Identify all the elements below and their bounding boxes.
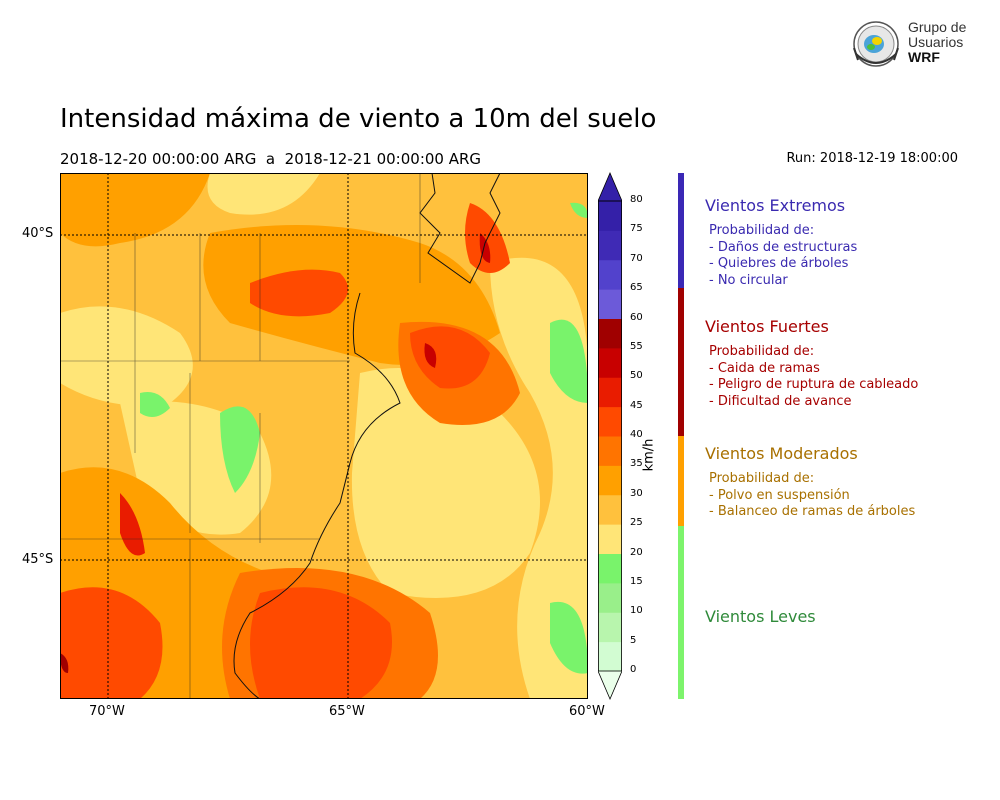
colorbar-band: [598, 524, 622, 554]
colorbar-tick-label: 80: [630, 194, 643, 205]
lat-label: 45°S: [22, 552, 54, 567]
colorbar: [598, 171, 622, 701]
colorbar-band: [598, 641, 622, 672]
logo-text: Grupo de Usuarios WRF: [908, 20, 966, 65]
red-zone: [60, 587, 163, 699]
colorbar-tick-label: 15: [630, 575, 643, 587]
red-zone: [250, 269, 348, 317]
colorbar-under-triangle: [598, 670, 622, 701]
category-description: Probabilidad de: - Caida de ramas - Peli…: [709, 344, 918, 410]
colorbar-band: [598, 201, 622, 231]
wrf-logo: [850, 18, 902, 74]
category-title: Vientos Leves: [705, 607, 816, 626]
dark-red-spot: [60, 653, 69, 673]
colorbar-band: [598, 318, 622, 349]
green-patch: [550, 319, 588, 403]
colorbar-frame: [598, 200, 622, 672]
colorbar-unit: km/h: [641, 438, 657, 472]
colorbar-tick-label: 45: [630, 399, 643, 411]
category-item: - No circular: [709, 272, 788, 288]
colorbar-band: [598, 259, 622, 290]
west-light-zone: [60, 306, 193, 406]
dark-red-spot: [424, 343, 437, 368]
category-bar-extreme: [678, 173, 684, 288]
ocean-light-zone: [351, 368, 540, 598]
logo-line-2: Usuarios: [908, 34, 964, 50]
colorbar-tick-label: 0: [630, 664, 637, 675]
colorbar-tick-label: 55: [630, 340, 643, 352]
colorbar-tick-label: 25: [630, 517, 643, 529]
coastline: [233, 292, 401, 699]
category-item: - Quiebres de árboles: [709, 256, 849, 271]
green-patch: [220, 406, 260, 493]
forecast-period: 2018-12-20 00:00:00 ARG a 2018-12-21 00:…: [60, 150, 482, 168]
colorbar-band: [598, 465, 622, 496]
category-intro: Probabilidad de:: [709, 223, 815, 238]
category-title: Vientos Extremos: [705, 196, 846, 215]
colorbar-tick-label: 40: [630, 429, 643, 440]
colorbar-band: [598, 582, 622, 613]
colorbar-band: [598, 553, 622, 584]
lon-label: 70°W: [89, 704, 125, 719]
colorbar-tick-label: 5: [630, 634, 637, 646]
wind-map: [60, 173, 588, 699]
map-frame: [60, 173, 588, 699]
globe-logo-icon: [853, 21, 899, 67]
province-borders: [60, 173, 421, 699]
colorbar-tick-label: 60: [630, 311, 643, 323]
colorbar-tick-label: 70: [630, 252, 643, 264]
category-intro: Probabilidad de:: [709, 471, 815, 486]
colorbar-tick-label: 20: [630, 546, 643, 558]
lon-label: 60°W: [569, 704, 605, 719]
category-title: Vientos Moderados: [705, 444, 858, 463]
colorbar-band: [598, 436, 622, 466]
category-item: - Peligro de ruptura de cableado: [709, 377, 919, 392]
colorbar-tick-label: 50: [630, 370, 643, 382]
category-intro: Probabilidad de:: [709, 344, 815, 359]
colorbar-tick-label: 75: [630, 223, 643, 235]
page-title: Intensidad máxima de viento a 10m del su…: [60, 104, 657, 134]
category-title: Vientos Fuertes: [705, 317, 829, 336]
colorbar-over-triangle: [598, 171, 622, 202]
colorbar-band: [598, 289, 622, 319]
colorbar-band: [598, 347, 622, 378]
colorbar-tick-label: 10: [630, 605, 643, 617]
category-bar-strong: [678, 288, 684, 436]
red-zone: [410, 326, 490, 389]
run-time: Run: 2018-12-19 18:00:00: [786, 151, 958, 166]
category-item: - Polvo en suspensión: [709, 487, 850, 503]
colorbar-band: [598, 406, 622, 437]
lat-label: 40°S: [22, 226, 54, 241]
category-item: - Caida de ramas: [709, 360, 820, 376]
green-patch: [140, 392, 170, 417]
colorbar-tick-label: 30: [630, 487, 643, 499]
logo-line-3: WRF: [908, 49, 940, 65]
north-light-zone: [207, 173, 320, 215]
orange-zone: [60, 173, 210, 247]
category-item: - Daños de estructuras: [709, 239, 858, 255]
colorbar-band: [598, 612, 622, 643]
category-bar-light: [678, 526, 684, 699]
dark-red-streak: [120, 493, 145, 556]
category-item: - Dificultad de avance: [709, 393, 852, 409]
colorbar-tick-label: 35: [630, 458, 643, 470]
category-description: Probabilidad de: - Polvo en suspensión -…: [709, 471, 915, 521]
category-item: - Balanceo de ramas de árboles: [709, 504, 916, 519]
logo-line-1: Grupo de: [908, 19, 967, 35]
colorbar-band: [598, 494, 622, 525]
colorbar-band: [598, 377, 622, 408]
coastline: [419, 173, 501, 284]
red-zone: [250, 587, 392, 699]
green-patch: [570, 202, 588, 218]
category-description: Probabilidad de: - Daños de estructuras …: [709, 223, 857, 289]
lon-label: 65°W: [329, 704, 365, 719]
category-bar-moderate: [678, 436, 684, 526]
colorbar-tick-label: 65: [630, 282, 643, 294]
colorbar-band: [598, 230, 622, 261]
green-patch: [550, 601, 588, 674]
